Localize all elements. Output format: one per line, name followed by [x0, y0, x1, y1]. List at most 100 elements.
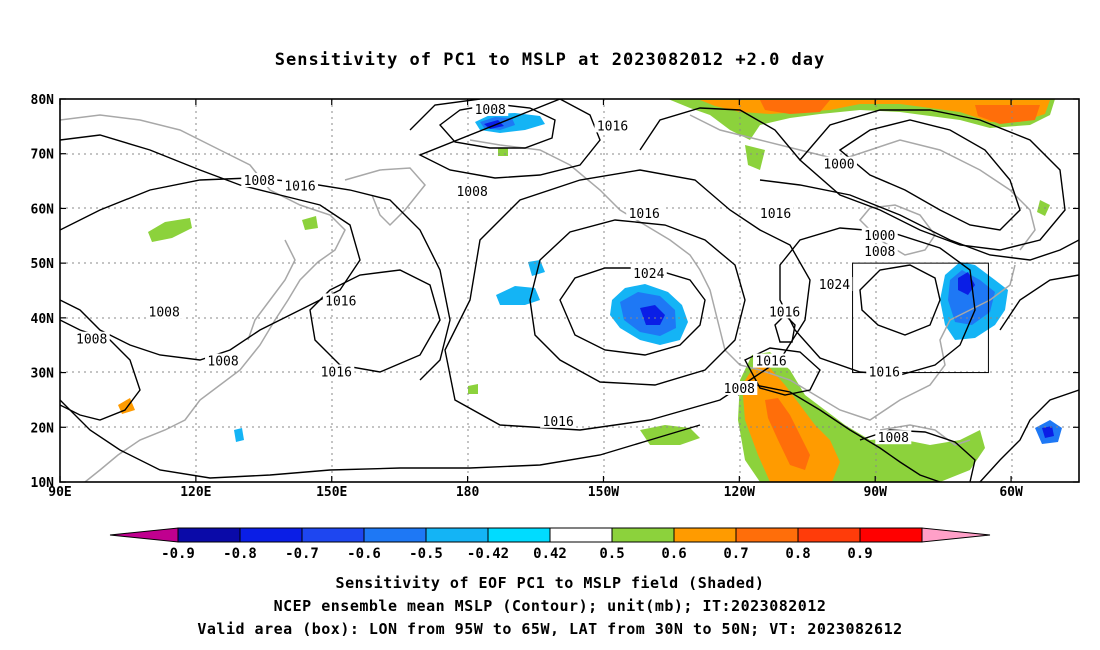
contour-label: 1000 — [861, 227, 898, 244]
colorbar-segment — [487, 527, 551, 543]
contour-pacific-high-inner — [559, 267, 706, 356]
colorbar-label: -0.9 — [161, 546, 195, 562]
lat-label: 20N — [31, 421, 55, 436]
contour-label: 1008 — [205, 353, 242, 370]
caption-shading: Sensitivity of EOF PC1 to MSLP field (Sh… — [335, 574, 765, 592]
contour-label-text: 1016 — [769, 305, 800, 320]
contour-label-text: 1008 — [149, 305, 180, 320]
caption-contour: NCEP ensemble mean MSLP (Contour); unit(… — [273, 597, 827, 615]
contour-label: 1008 — [875, 430, 912, 446]
shaded-sensitivity-layer — [118, 99, 1062, 482]
colorbar-left-arrow — [109, 527, 179, 543]
shade-pacific-dark — [640, 305, 665, 325]
lon-label: 180 — [456, 485, 480, 500]
contour-mexico-1008 — [737, 384, 941, 482]
lat-label: 70N — [31, 148, 55, 163]
contour-label-text: 1016 — [321, 366, 352, 381]
contour-label: 1008 — [241, 173, 278, 189]
colorbar-label: 0.6 — [661, 546, 686, 562]
lat-label: 40N — [31, 312, 55, 327]
shade-asia-cyan — [234, 428, 244, 442]
colorbar-segment — [859, 527, 923, 543]
coast-north-america — [759, 264, 1016, 421]
lon-label: 60W — [999, 485, 1023, 500]
contour-label: 1024 — [630, 266, 667, 282]
contour-us-high — [859, 264, 941, 336]
latitude-axis: 80N 70N 60N 50N 40N 30N 20N 10N — [31, 93, 1079, 491]
colorbar-label: -0.42 — [467, 546, 509, 562]
lat-label: 80N — [31, 93, 55, 108]
lon-label: 150E — [316, 485, 347, 500]
contour-1016-band — [60, 177, 451, 381]
contour-label-text: 1016 — [284, 180, 315, 195]
contour-label: 1008 — [861, 244, 898, 260]
lon-label: 120E — [180, 485, 211, 500]
contour-label: 1016 — [540, 413, 577, 430]
contour-label-text: 1008 — [244, 174, 275, 189]
contour-label-text: 1008 — [456, 185, 487, 200]
shade-greenland-green-2 — [1037, 200, 1050, 216]
colorbar-label: 0.7 — [723, 546, 748, 562]
contour-label: 1008 — [472, 101, 509, 118]
coast-japan — [247, 239, 296, 341]
shade-atlantic-blob-dark — [1042, 426, 1054, 438]
contour-label-text: 1008 — [724, 382, 755, 397]
contour-label: 1016 — [766, 304, 803, 320]
contour-label-text: 1008 — [76, 333, 107, 348]
contour-label: 1008 — [721, 380, 758, 397]
contour-label: 1016 — [322, 293, 359, 309]
contour-label: 1016 — [594, 118, 631, 134]
shade-asia-green — [148, 218, 192, 242]
shade-sea-green — [468, 384, 478, 394]
contour-mid-pacific — [309, 269, 441, 373]
contour-label: 1016 — [626, 205, 663, 222]
colorbar-label: -0.8 — [223, 546, 257, 562]
map-frame — [59, 98, 1080, 483]
shade-greenland-green — [745, 145, 765, 170]
contour-label-text: 1000 — [823, 158, 854, 173]
contour-label: 1016 — [757, 205, 794, 222]
contour-label: 1008 — [73, 331, 110, 348]
mslp-contour-layer — [60, 99, 1079, 482]
contour-label-text: 1016 — [755, 355, 786, 370]
lat-label: 60N — [31, 202, 55, 217]
colorbar-label: -0.7 — [285, 546, 319, 562]
contour-label: 1016 — [753, 353, 790, 370]
colorbar-segment — [735, 527, 799, 543]
contour-label-text: 1008 — [878, 431, 909, 446]
contour-arctic-1016 — [639, 107, 1079, 261]
contour-pacific-high-mid — [529, 219, 746, 386]
contour-gulf-1016 — [744, 347, 821, 396]
contour-label-text: 1016 — [325, 294, 356, 309]
contour-label-text: 1024 — [819, 278, 850, 293]
colorbar-right-arrow — [921, 527, 991, 543]
colorbar: -0.9 -0.8 -0.7 -0.6 -0.5 -0.42 0.42 0.5 0.6 0.7 0.… — [109, 527, 991, 562]
contour-bering-low-outer — [409, 99, 601, 179]
contour-label-text: 1016 — [760, 207, 791, 222]
shade-dateline-cyan — [496, 286, 540, 305]
colorbar-label: 0.42 — [533, 546, 567, 562]
colorbar-segment — [425, 527, 489, 543]
colorbar-segment — [239, 527, 303, 543]
lon-label: 90W — [863, 485, 887, 500]
colorbar-label: 0.9 — [847, 546, 872, 562]
shade-dateline-cyan-2 — [528, 260, 545, 276]
colorbar-label: 0.5 — [599, 546, 624, 562]
colorbar-segment — [797, 527, 861, 543]
contour-label-text: 1008 — [207, 355, 238, 370]
contour-arctic-1000 — [838, 119, 1021, 231]
contour-label-text: 1016 — [597, 119, 628, 134]
caption-valid-area: Valid area (box): LON from 95W to 65W, L… — [197, 620, 903, 638]
colorbar-segment — [363, 527, 427, 543]
coast-asia — [60, 114, 346, 482]
shade-arctic-dark-orange — [760, 100, 830, 114]
lat-label: 50N — [31, 257, 55, 272]
grid-layer — [60, 99, 1079, 482]
contour-arctic-1008 — [799, 109, 1066, 251]
colorbar-segment — [549, 527, 613, 543]
colorbar-label: -0.5 — [409, 546, 443, 562]
contour-label: 1024 — [816, 277, 853, 293]
contour-atlantic — [979, 274, 1079, 482]
